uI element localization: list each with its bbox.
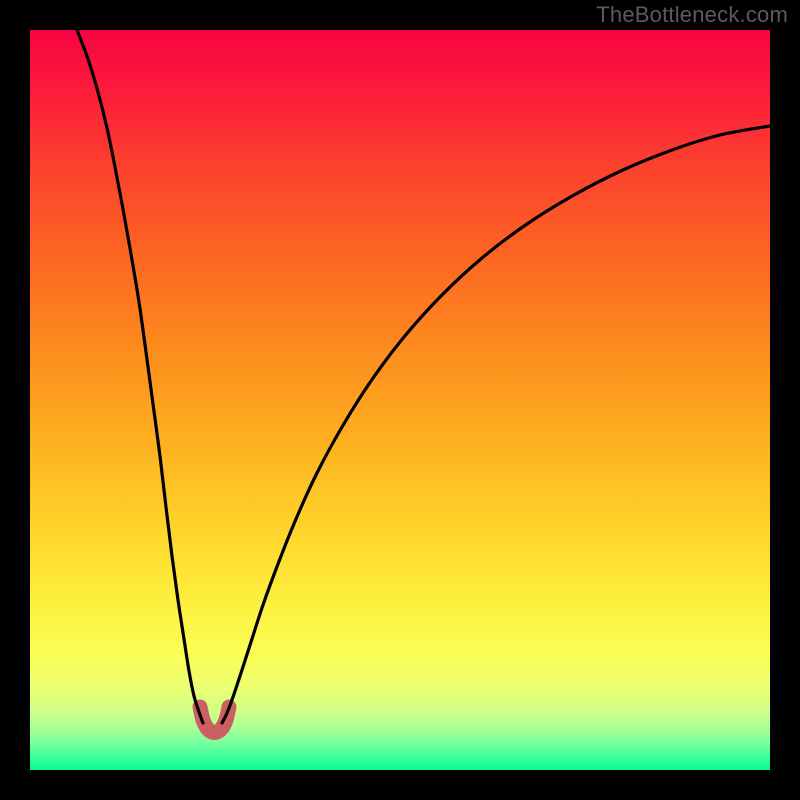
canvas-frame: TheBottleneck.com xyxy=(0,0,800,800)
gradient-background xyxy=(30,30,770,770)
watermark-text: TheBottleneck.com xyxy=(596,2,788,28)
bottleneck-plot xyxy=(0,0,800,800)
